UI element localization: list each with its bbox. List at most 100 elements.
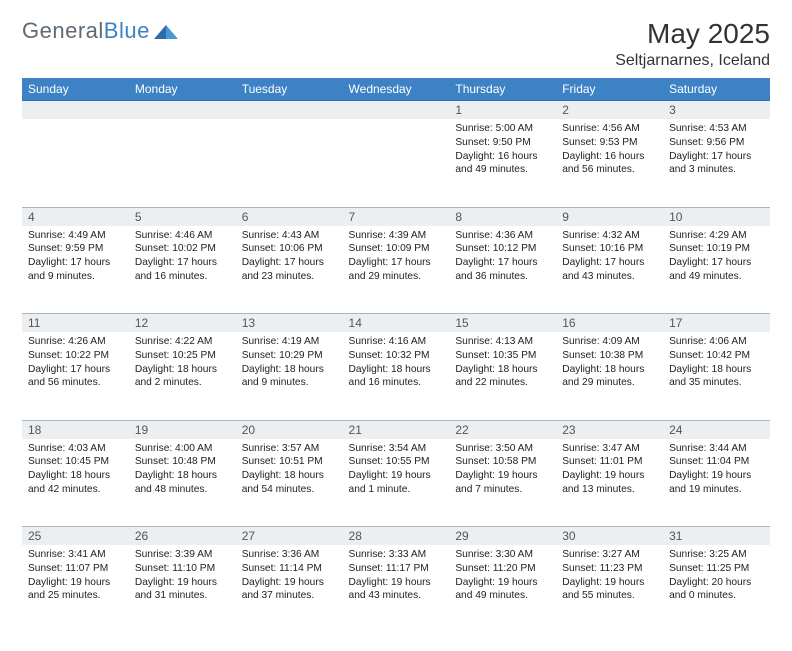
day-cell: Sunrise: 4:00 AMSunset: 10:48 PMDaylight…: [129, 439, 236, 527]
day-cell: Sunrise: 4:43 AMSunset: 10:06 PMDaylight…: [236, 226, 343, 314]
day-number: 20: [236, 420, 343, 439]
day-cell: Sunrise: 4:39 AMSunset: 10:09 PMDaylight…: [343, 226, 450, 314]
day-number: 12: [129, 314, 236, 333]
sunrise-line: Sunrise: 3:33 AM: [349, 548, 444, 562]
sunrise-line: Sunrise: 3:25 AM: [669, 548, 764, 562]
day-number: [129, 101, 236, 120]
day-cell: Sunrise: 4:16 AMSunset: 10:32 PMDaylight…: [343, 332, 450, 420]
day-cell: Sunrise: 4:26 AMSunset: 10:22 PMDaylight…: [22, 332, 129, 420]
sunrise-line: Sunrise: 4:22 AM: [135, 335, 230, 349]
daylight-line: Daylight: 18 hours and 29 minutes.: [562, 363, 657, 391]
daylight-line: Daylight: 18 hours and 42 minutes.: [28, 469, 123, 497]
sunset-line: Sunset: 10:48 PM: [135, 455, 230, 469]
daylight-line: Daylight: 19 hours and 7 minutes.: [455, 469, 550, 497]
sunset-line: Sunset: 11:10 PM: [135, 562, 230, 576]
day-cell: Sunrise: 4:53 AMSunset: 9:56 PMDaylight:…: [663, 119, 770, 207]
day-number: 1: [449, 101, 556, 120]
sunset-line: Sunset: 9:50 PM: [455, 136, 550, 150]
daylight-line: Daylight: 17 hours and 36 minutes.: [455, 256, 550, 284]
sunset-line: Sunset: 10:25 PM: [135, 349, 230, 363]
sunrise-line: Sunrise: 4:03 AM: [28, 442, 123, 456]
weekday-header: Tuesday: [236, 78, 343, 101]
sunset-line: Sunset: 10:58 PM: [455, 455, 550, 469]
daylight-line: Daylight: 18 hours and 35 minutes.: [669, 363, 764, 391]
sunset-line: Sunset: 11:23 PM: [562, 562, 657, 576]
calendar-table: Sunday Monday Tuesday Wednesday Thursday…: [22, 78, 770, 633]
daylight-line: Daylight: 17 hours and 16 minutes.: [135, 256, 230, 284]
day-number: 15: [449, 314, 556, 333]
daylight-line: Daylight: 17 hours and 9 minutes.: [28, 256, 123, 284]
day-number: 2: [556, 101, 663, 120]
sunset-line: Sunset: 10:19 PM: [669, 242, 764, 256]
sunset-line: Sunset: 11:07 PM: [28, 562, 123, 576]
sunset-line: Sunset: 10:35 PM: [455, 349, 550, 363]
sunset-line: Sunset: 10:51 PM: [242, 455, 337, 469]
day-cell: Sunrise: 3:41 AMSunset: 11:07 PMDaylight…: [22, 545, 129, 633]
logo-mark-icon: [154, 21, 180, 41]
day-cell: Sunrise: 3:54 AMSunset: 10:55 PMDaylight…: [343, 439, 450, 527]
calendar-page: GeneralBlue May 2025 Seltjarnarnes, Icel…: [0, 0, 792, 651]
daylight-line: Daylight: 18 hours and 16 minutes.: [349, 363, 444, 391]
sunrise-line: Sunrise: 3:57 AM: [242, 442, 337, 456]
day-cell: Sunrise: 4:56 AMSunset: 9:53 PMDaylight:…: [556, 119, 663, 207]
day-cell: Sunrise: 3:57 AMSunset: 10:51 PMDaylight…: [236, 439, 343, 527]
day-number: 19: [129, 420, 236, 439]
day-cell: Sunrise: 4:13 AMSunset: 10:35 PMDaylight…: [449, 332, 556, 420]
day-number: 17: [663, 314, 770, 333]
sunrise-line: Sunrise: 3:44 AM: [669, 442, 764, 456]
daylight-line: Daylight: 19 hours and 37 minutes.: [242, 576, 337, 604]
location: Seltjarnarnes, Iceland: [615, 52, 770, 70]
sunset-line: Sunset: 10:02 PM: [135, 242, 230, 256]
sunrise-line: Sunrise: 4:43 AM: [242, 229, 337, 243]
sunset-line: Sunset: 11:01 PM: [562, 455, 657, 469]
daylight-line: Daylight: 17 hours and 23 minutes.: [242, 256, 337, 284]
day-body-row: Sunrise: 3:41 AMSunset: 11:07 PMDaylight…: [22, 545, 770, 633]
daylight-line: Daylight: 16 hours and 49 minutes.: [455, 150, 550, 178]
logo-word1: General: [22, 18, 104, 43]
sunset-line: Sunset: 9:53 PM: [562, 136, 657, 150]
day-cell: Sunrise: 4:06 AMSunset: 10:42 PMDaylight…: [663, 332, 770, 420]
daylight-line: Daylight: 17 hours and 3 minutes.: [669, 150, 764, 178]
day-cell: Sunrise: 3:47 AMSunset: 11:01 PMDaylight…: [556, 439, 663, 527]
daylight-line: Daylight: 19 hours and 25 minutes.: [28, 576, 123, 604]
sunrise-line: Sunrise: 5:00 AM: [455, 122, 550, 136]
day-number-row: 123: [22, 101, 770, 120]
day-number: 18: [22, 420, 129, 439]
day-body-row: Sunrise: 4:03 AMSunset: 10:45 PMDaylight…: [22, 439, 770, 527]
month-title: May 2025: [615, 18, 770, 50]
daylight-line: Daylight: 19 hours and 55 minutes.: [562, 576, 657, 604]
sunset-line: Sunset: 10:22 PM: [28, 349, 123, 363]
day-number: 5: [129, 207, 236, 226]
logo-word2: Blue: [104, 18, 150, 43]
day-number: 13: [236, 314, 343, 333]
weekday-header-row: Sunday Monday Tuesday Wednesday Thursday…: [22, 78, 770, 101]
day-number-row: 25262728293031: [22, 527, 770, 546]
day-number: 23: [556, 420, 663, 439]
daylight-line: Daylight: 16 hours and 56 minutes.: [562, 150, 657, 178]
day-cell: Sunrise: 4:22 AMSunset: 10:25 PMDaylight…: [129, 332, 236, 420]
sunrise-line: Sunrise: 3:54 AM: [349, 442, 444, 456]
day-cell: [343, 119, 450, 207]
weekday-header: Sunday: [22, 78, 129, 101]
sunrise-line: Sunrise: 3:36 AM: [242, 548, 337, 562]
sunrise-line: Sunrise: 4:00 AM: [135, 442, 230, 456]
day-number: 11: [22, 314, 129, 333]
day-cell: Sunrise: 3:25 AMSunset: 11:25 PMDaylight…: [663, 545, 770, 633]
day-number: 26: [129, 527, 236, 546]
sunset-line: Sunset: 10:16 PM: [562, 242, 657, 256]
sunset-line: Sunset: 10:55 PM: [349, 455, 444, 469]
day-cell: Sunrise: 4:49 AMSunset: 9:59 PMDaylight:…: [22, 226, 129, 314]
day-number-row: 11121314151617: [22, 314, 770, 333]
sunrise-line: Sunrise: 3:50 AM: [455, 442, 550, 456]
day-body-row: Sunrise: 4:26 AMSunset: 10:22 PMDaylight…: [22, 332, 770, 420]
day-number: 3: [663, 101, 770, 120]
day-cell: Sunrise: 4:32 AMSunset: 10:16 PMDaylight…: [556, 226, 663, 314]
day-cell: Sunrise: 4:03 AMSunset: 10:45 PMDaylight…: [22, 439, 129, 527]
day-cell: Sunrise: 4:09 AMSunset: 10:38 PMDaylight…: [556, 332, 663, 420]
daylight-line: Daylight: 17 hours and 43 minutes.: [562, 256, 657, 284]
daylight-line: Daylight: 19 hours and 13 minutes.: [562, 469, 657, 497]
day-cell: [236, 119, 343, 207]
day-number-row: 45678910: [22, 207, 770, 226]
sunset-line: Sunset: 10:09 PM: [349, 242, 444, 256]
title-block: May 2025 Seltjarnarnes, Iceland: [615, 18, 770, 70]
